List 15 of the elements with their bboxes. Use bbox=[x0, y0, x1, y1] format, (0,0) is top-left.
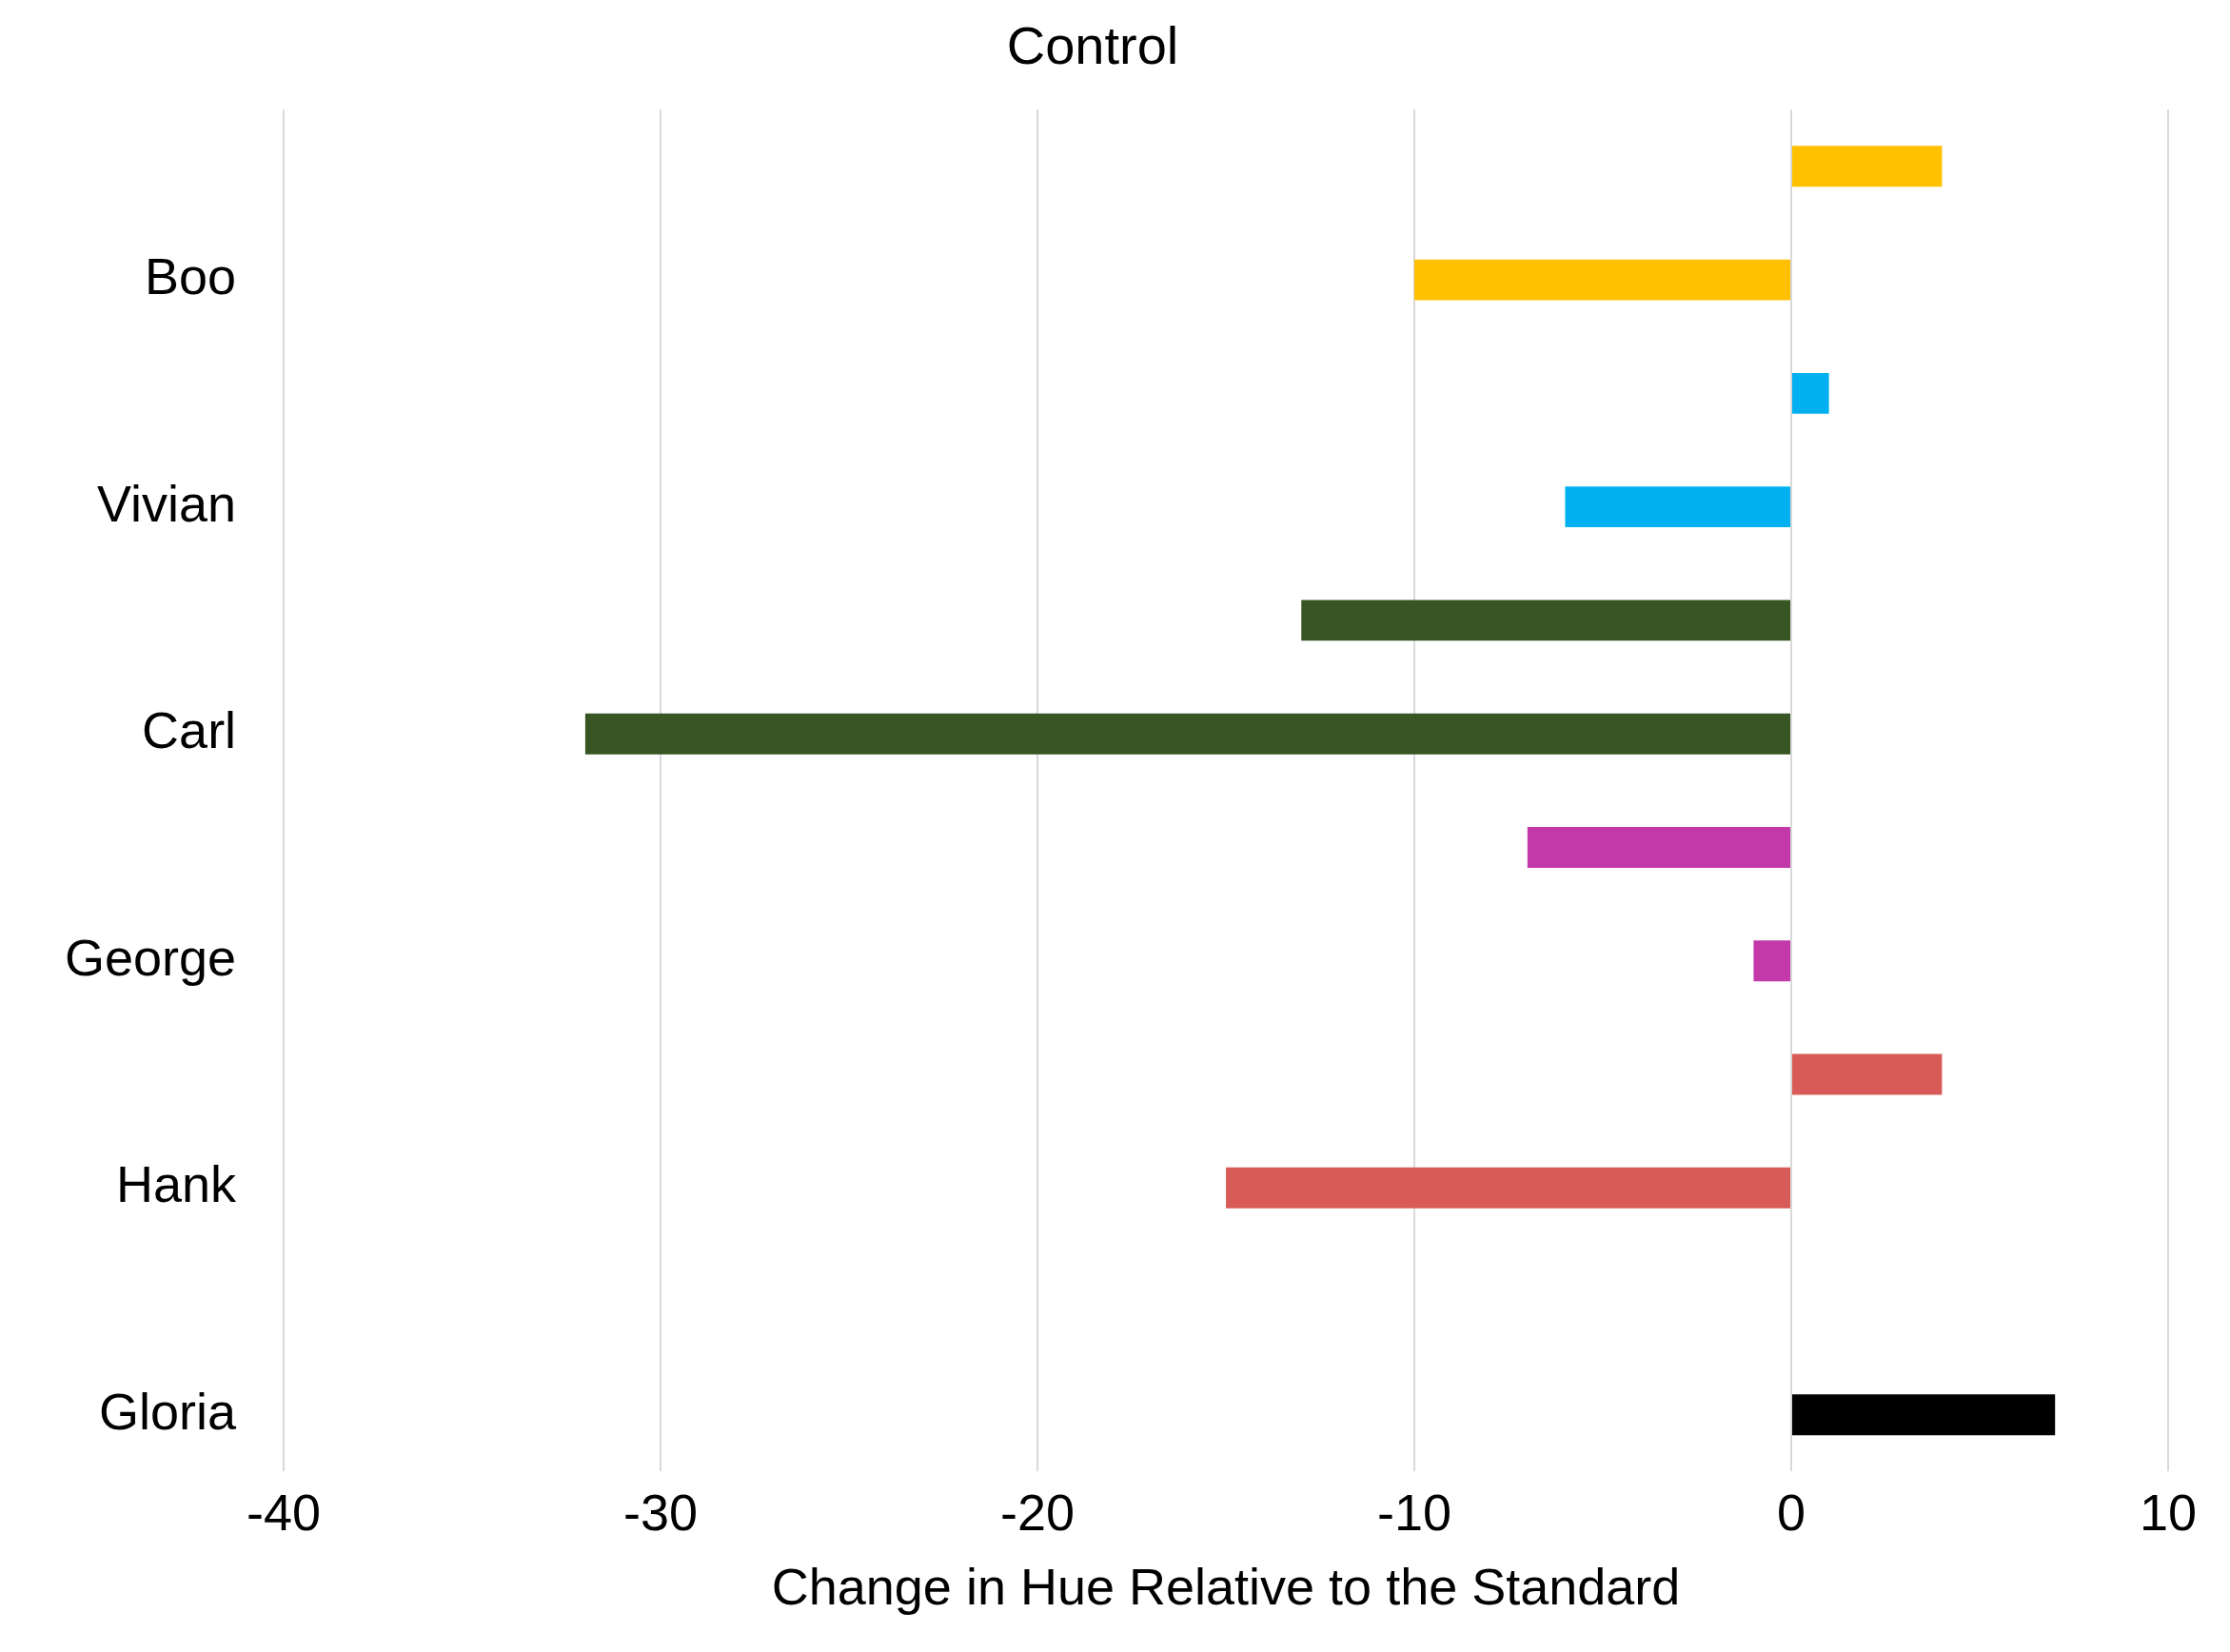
y-tick-label: Hank bbox=[116, 1155, 238, 1213]
bar bbox=[1792, 1394, 2056, 1436]
y-tick-label: Gloria bbox=[99, 1382, 238, 1440]
x-tick-label: 0 bbox=[1777, 1483, 1806, 1541]
y-tick-label: Carl bbox=[142, 701, 237, 759]
x-tick-label: -20 bbox=[1000, 1483, 1076, 1541]
x-axis-title: Change in Hue Relative to the Standard bbox=[771, 1558, 1681, 1616]
y-tick-label: Vivian bbox=[97, 474, 237, 532]
x-tick-label: 10 bbox=[2139, 1483, 2198, 1541]
x-tick-label: -10 bbox=[1377, 1483, 1452, 1541]
chart-title: Control bbox=[1006, 15, 1179, 76]
x-tick-label: -40 bbox=[247, 1483, 322, 1541]
y-tick-label: Boo bbox=[145, 246, 237, 305]
y-tick-label: George bbox=[64, 928, 237, 986]
x-tick-label: -30 bbox=[623, 1483, 699, 1541]
